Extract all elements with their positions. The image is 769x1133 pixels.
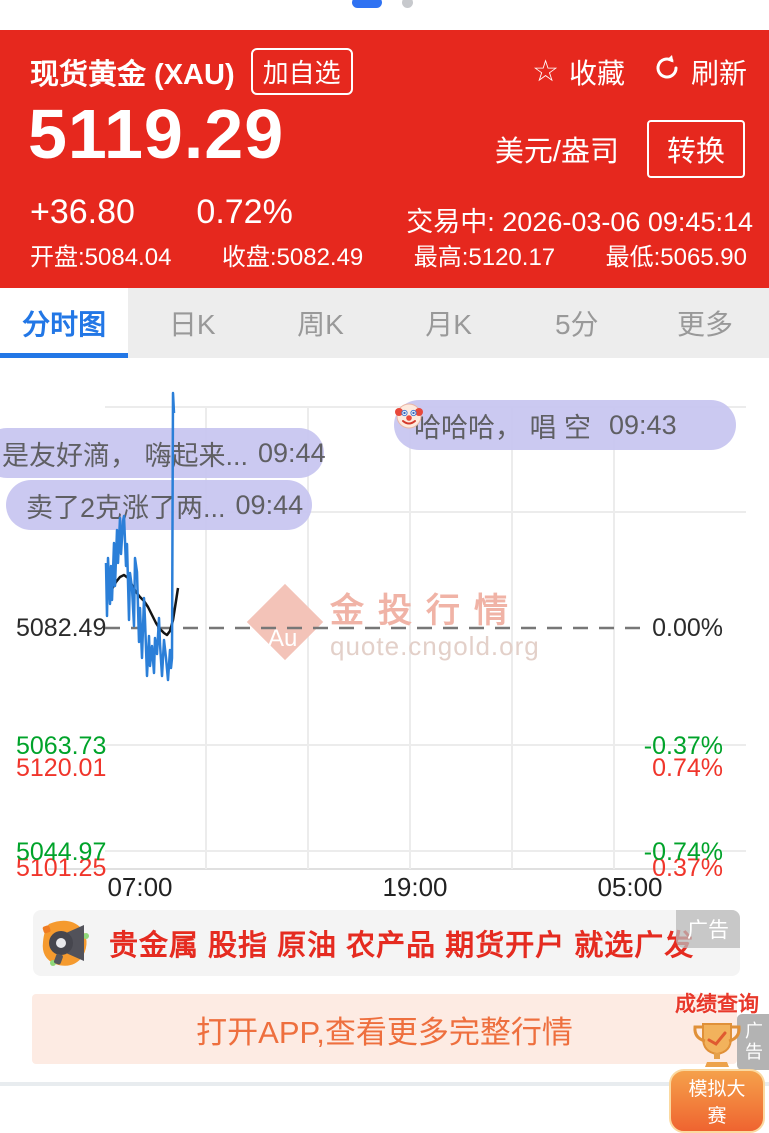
price-change-percent: 0.72%	[196, 193, 292, 231]
trading-status: 交易中: 2026-03-06 09:45:14	[406, 200, 753, 239]
high-value: 最高:5120.17	[414, 237, 555, 272]
watermark-au-logo: Au	[268, 625, 297, 653]
convert-button[interactable]: 转换	[647, 120, 745, 178]
chart-series	[0, 358, 769, 898]
trophy-icon	[689, 1018, 745, 1070]
favorite-button[interactable]: 收藏	[569, 52, 625, 92]
bottom-divider	[0, 1082, 769, 1086]
tab-more[interactable]: 更多	[641, 288, 769, 358]
contest-score-link[interactable]: 成绩查询	[669, 988, 765, 1018]
open-app-banner[interactable]: 打开APP,查看更多完整行情	[32, 994, 737, 1064]
contest-sim-badge[interactable]: 模拟大赛	[669, 1069, 765, 1133]
megaphone-icon	[39, 916, 93, 970]
tab-weekly-k[interactable]: 周K	[256, 288, 384, 358]
page-indicator-dot	[402, 0, 413, 8]
price-change: +36.80	[30, 193, 135, 231]
intraday-chart[interactable]: Au 金投行情 quote.cngold.org 5120.01 5101.25…	[0, 358, 769, 898]
page-indicator	[0, 0, 769, 30]
page-indicator-active	[352, 0, 382, 8]
tab-monthly-k[interactable]: 月K	[385, 288, 513, 358]
tab-timeline[interactable]: 分时图	[0, 288, 128, 358]
low-value: 最低:5065.90	[606, 237, 747, 272]
price-unit: 美元/盎司	[495, 128, 619, 170]
open-value: 开盘:5084.04	[30, 237, 171, 272]
refresh-button[interactable]: 刷新	[691, 52, 747, 92]
ad-text: 贵金属 股指 原油 农产品 期货开户 就选广发	[109, 922, 694, 964]
price-line	[106, 393, 174, 680]
tab-daily-k[interactable]: 日K	[128, 288, 256, 358]
refresh-icon[interactable]	[653, 54, 681, 89]
chart-period-tabs: 分时图 日K 周K 月K 5分 更多	[0, 288, 769, 358]
quote-header: 现货黄金 (XAU) 加自选 ☆ 收藏 刷新 5119.29 美元/盎司 转换 …	[0, 30, 769, 288]
last-price: 5119.29	[28, 94, 284, 174]
ad-label-badge: 广告	[676, 910, 740, 948]
star-icon[interactable]: ☆	[532, 57, 559, 87]
tab-5min[interactable]: 5分	[513, 288, 641, 358]
instrument-title: 现货黄金 (XAU)	[30, 51, 235, 93]
close-value: 收盘:5082.49	[222, 237, 363, 272]
contest-widget[interactable]: 成绩查询 模拟大赛	[669, 988, 765, 1133]
open-app-text: 打开APP,查看更多完整行情	[196, 1007, 573, 1052]
add-watchlist-button[interactable]: 加自选	[251, 48, 353, 95]
ad-banner[interactable]: 贵金属 股指 原油 农产品 期货开户 就选广发 广告	[33, 910, 740, 976]
